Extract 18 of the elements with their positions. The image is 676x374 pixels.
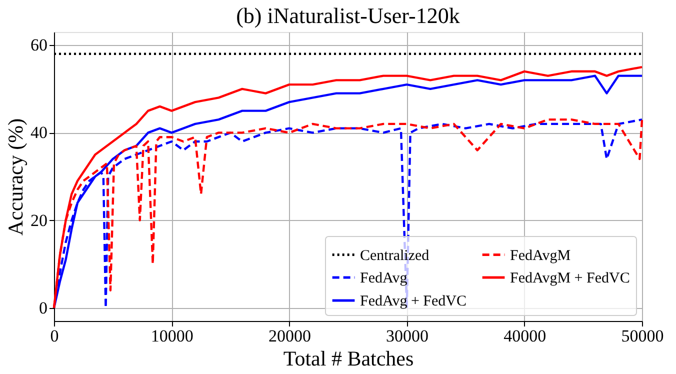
y-tick-label: 20: [30, 210, 48, 230]
x-tick-label: 0: [50, 326, 59, 346]
y-tick-label: 40: [30, 123, 48, 142]
y-tick-label: 60: [30, 36, 48, 55]
x-tick-label: 20000: [268, 326, 311, 346]
x-tick-label: 40000: [504, 326, 546, 346]
x-tick-label: 30000: [386, 326, 429, 346]
y-tick-label: 0: [39, 298, 48, 318]
x-tick-label: 10000: [150, 326, 194, 346]
y-axis-title: Accuracy (%): [4, 118, 28, 236]
x-axis-title: Total # Batches: [283, 346, 414, 370]
legend-label: Centralized: [360, 248, 430, 264]
legend-label: FedAvgM + FedVC: [510, 270, 630, 286]
legend-label: FedAvgM: [510, 248, 571, 264]
legend-label: FedAvg: [360, 270, 408, 286]
legend-label: FedAvg + FedVC: [360, 294, 467, 310]
chart-title: (b) iNaturalist-User-120k: [236, 3, 460, 28]
x-tick-label: 50000: [621, 326, 664, 346]
